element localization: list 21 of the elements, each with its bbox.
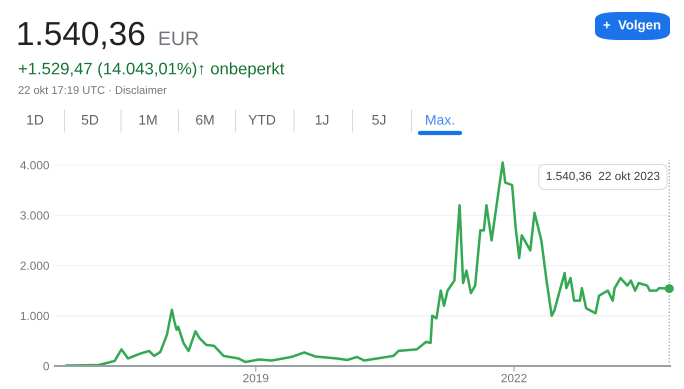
- chart-title: 1.540,36: [18, 22, 144, 50]
- y-tick-label: 4.000: [20, 161, 49, 170]
- x-tick-label: 2019: [243, 374, 268, 382]
- y-tick-label: 3.000: [20, 211, 49, 220]
- text: 5D: [82, 115, 98, 125]
- chart-subtitle: EUR: [160, 32, 198, 46]
- y-tick-label: 1.000: [20, 312, 49, 320]
- y-tick-label: 0: [43, 362, 49, 370]
- y-tick-label: 2.000: [20, 262, 49, 270]
- text: 1M: [139, 115, 157, 125]
- text: 5J: [372, 115, 386, 125]
- x-tick-label: 2022: [501, 374, 527, 382]
- text: 1D: [27, 115, 44, 125]
- text: +1.529,47 (14.043,01%)↑ onbeperkt: [18, 62, 284, 78]
- text: 1J: [316, 115, 328, 125]
- text: YTD: [248, 115, 276, 125]
- annotation: 1.540,36 22 okt 2023: [546, 172, 660, 182]
- text: + Volgen: [604, 20, 660, 32]
- text: 22 okt 17:19 UTC · Disclaimer: [18, 86, 167, 94]
- text: 6M: [196, 114, 214, 125]
- text: Max.: [426, 115, 454, 125]
